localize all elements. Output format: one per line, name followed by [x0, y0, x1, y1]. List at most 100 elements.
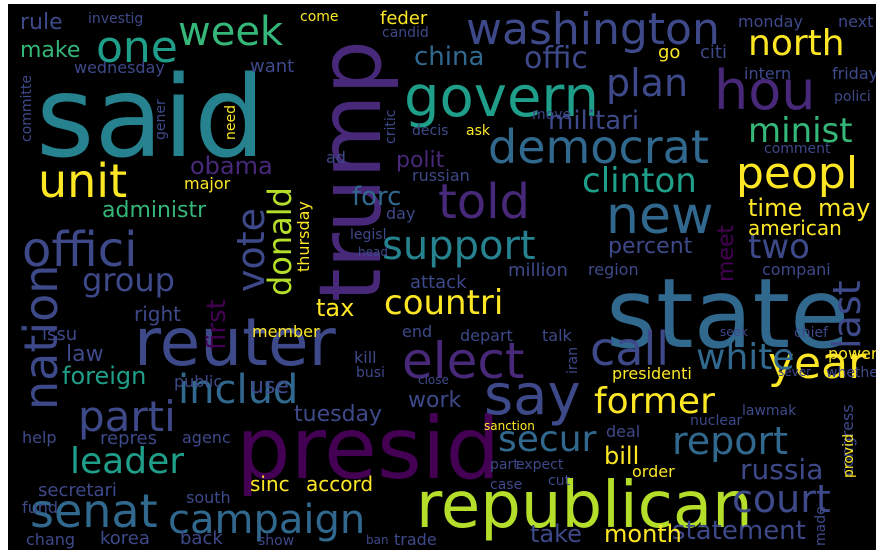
word-minist: minist — [748, 111, 853, 151]
word-forc: forc — [352, 182, 402, 212]
word-fund: fund — [22, 498, 59, 517]
word-american: american — [748, 216, 842, 240]
word-korea: korea — [100, 528, 150, 549]
word-state: state — [606, 258, 850, 370]
word-need: need — [223, 105, 239, 140]
word-say: say — [484, 363, 581, 428]
word-rule: rule — [20, 10, 63, 35]
word-peopl: peopl — [736, 148, 859, 199]
word-may: may — [818, 194, 871, 222]
word-reuter: reuter — [134, 304, 336, 381]
word-bill: bill — [604, 442, 640, 470]
word-percent: percent — [608, 234, 693, 259]
word-democrat: democrat — [488, 120, 709, 174]
word-want: want — [250, 56, 295, 77]
word-help: help — [22, 428, 57, 447]
word-show: show — [258, 533, 295, 549]
word-order: order — [632, 462, 675, 481]
word-provid: provid — [841, 434, 857, 478]
word-public: public — [174, 372, 223, 391]
word-south: south — [186, 488, 231, 507]
word-group: group — [82, 261, 175, 299]
word-feder: feder — [380, 8, 428, 29]
word-candid: candid — [382, 25, 429, 41]
word-monday: monday — [738, 12, 803, 31]
word-new: new — [606, 186, 714, 246]
word-offic: offic — [524, 41, 588, 76]
word-north: north — [748, 23, 845, 64]
word-busi: busi — [356, 365, 385, 381]
word-end: end — [402, 322, 433, 341]
word-presidenti: presidenti — [612, 364, 692, 383]
word-depart: depart — [460, 326, 513, 345]
word-compani: compani — [762, 260, 831, 279]
word-power: power — [828, 344, 876, 363]
word-polit: polit — [396, 148, 445, 173]
word-come: come — [300, 9, 339, 25]
word-iran: iran — [565, 346, 581, 374]
word-senat: senat — [30, 484, 158, 538]
word-decis: decis — [412, 123, 449, 139]
word-next: next — [838, 12, 874, 31]
word-russian: russian — [412, 166, 470, 185]
word-said: said — [36, 53, 266, 183]
word-talk: talk — [542, 326, 572, 345]
word-critic: critic — [383, 109, 399, 144]
word-meet: meet — [714, 224, 739, 282]
word-clinton: clinton — [582, 161, 697, 201]
word-region: region — [588, 260, 639, 279]
word-court: court — [732, 477, 831, 521]
word-two: two — [748, 227, 810, 267]
word-expect: expect — [516, 457, 564, 473]
word-made: made — [813, 506, 829, 546]
word-kill: kill — [354, 348, 377, 367]
word-seek: seek — [720, 325, 748, 339]
word-elect: elect — [402, 332, 525, 390]
word-million: million — [508, 260, 568, 281]
word-time: time — [748, 194, 803, 222]
word-report: report — [672, 419, 789, 463]
word-ban: ban — [366, 533, 389, 547]
word-law: law — [66, 342, 104, 367]
word-move: move — [532, 107, 572, 123]
word-tuesday: tuesday — [294, 402, 383, 427]
word-tax: tax — [316, 294, 355, 322]
word-secur: secur — [498, 419, 597, 460]
word-thursday: thursday — [294, 201, 313, 272]
word-ad: ad — [326, 148, 346, 167]
word-head: head — [358, 245, 388, 259]
word-week: week — [178, 9, 284, 55]
word-republican: republican — [416, 469, 753, 543]
word-told: told — [438, 174, 530, 230]
word-campaign: campaign — [168, 497, 366, 543]
word-back: back — [180, 528, 223, 549]
word-govern: govern — [404, 65, 599, 130]
word-countri: countri — [384, 283, 504, 323]
word-sinc: sinc — [250, 472, 290, 496]
word-sanction: sanction — [484, 419, 535, 433]
word-repres: repres — [100, 428, 157, 449]
word-go: go — [658, 42, 681, 63]
word-case: case — [490, 477, 523, 493]
word-wednesday: wednesday — [74, 58, 165, 77]
word-attack: attack — [410, 272, 467, 293]
word-trade: trade — [394, 530, 437, 549]
word-deal: deal — [606, 422, 641, 441]
word-ask: ask — [466, 123, 490, 139]
word-month: month — [604, 520, 682, 548]
word-citi: citi — [700, 42, 727, 63]
word-agenc: agenc — [182, 428, 231, 447]
word-member: member — [252, 322, 320, 341]
word-accord: accord — [306, 472, 374, 496]
word-chang: chang — [26, 530, 76, 549]
word-use: use — [250, 374, 289, 399]
word-support: support — [382, 223, 536, 269]
word-cloud: said trump state presid republican reuter gove… — [8, 4, 876, 550]
word-plan: plan — [606, 61, 689, 105]
word-white: white — [696, 337, 795, 378]
word-sever: sever — [778, 365, 812, 379]
word-issu: issu — [42, 324, 78, 345]
word-china: china — [414, 42, 485, 72]
word-offici: offici — [22, 222, 138, 278]
word-statement: statement — [672, 516, 806, 546]
